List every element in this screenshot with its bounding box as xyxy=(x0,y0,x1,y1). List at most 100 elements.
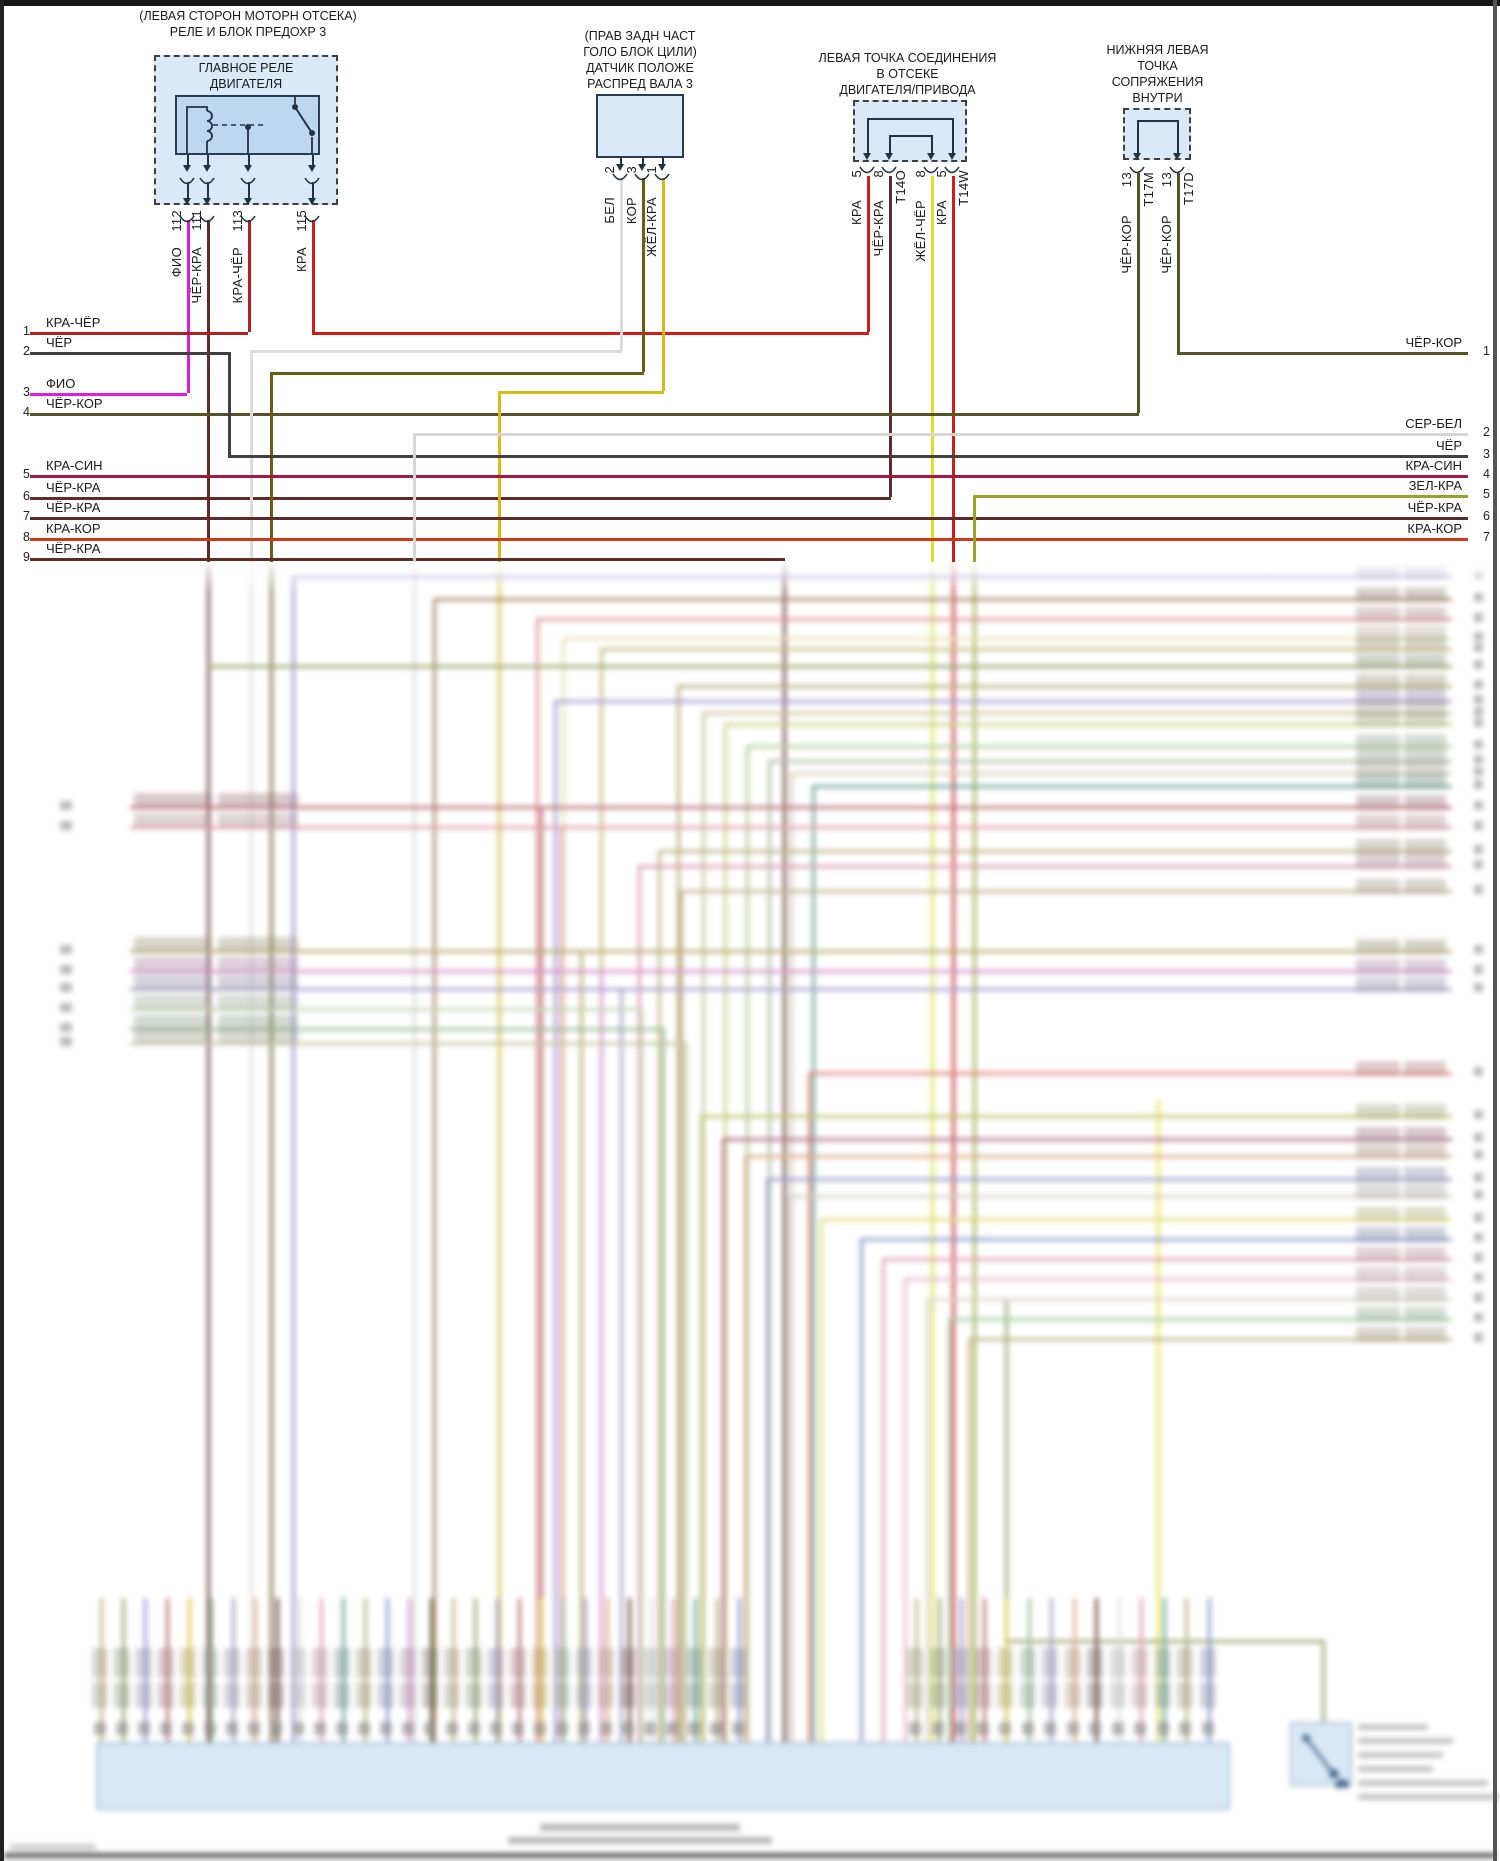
wire-label-chip xyxy=(114,1648,130,1678)
blur-wire-segment xyxy=(746,745,1452,748)
wire-label-chip xyxy=(1356,1247,1400,1262)
blur-wire-segment xyxy=(790,772,793,1742)
wire-row-label: ЧЁР-КРА xyxy=(46,480,101,495)
wire-label-chip xyxy=(158,1682,174,1708)
wire-label-chip xyxy=(1356,654,1400,669)
blur-wire-segment xyxy=(658,850,1452,853)
blur-wire-segment xyxy=(638,865,641,1742)
cam-sensor-box xyxy=(596,94,684,158)
wire-segment xyxy=(250,350,622,353)
wire-label-chip xyxy=(1020,1648,1036,1678)
pin-number-chip xyxy=(336,1722,348,1735)
blur-wire-segment xyxy=(722,1138,725,1742)
wire-segment xyxy=(30,517,1468,520)
blur-wire-segment xyxy=(207,665,1452,668)
pin-number-chip xyxy=(160,1722,172,1735)
terminal-tag-label: T14O xyxy=(893,170,908,204)
connector-cup-icon xyxy=(304,174,320,185)
wire-color-label: КРА xyxy=(934,200,949,225)
pin-number-chip xyxy=(1474,695,1483,704)
wire-label-chip xyxy=(907,1648,923,1678)
blur-wire-segment xyxy=(860,1238,1452,1241)
wire-color-label: КРА xyxy=(294,247,309,272)
wire-label-chip xyxy=(952,1682,968,1708)
wire-segment xyxy=(270,372,644,375)
wire-label-chip xyxy=(620,1648,636,1678)
arrowhead-icon xyxy=(183,165,191,172)
terminal-tag-label: T17D xyxy=(1181,172,1196,205)
pin-number-chip xyxy=(1474,780,1483,789)
connector-cup-icon xyxy=(944,163,960,174)
blur-wire-segment xyxy=(788,1195,791,1742)
wire-label-chip xyxy=(1110,1648,1126,1678)
blur-wire-segment xyxy=(766,1178,1452,1181)
pin-number-label: 8 xyxy=(871,170,886,178)
blur-wire-segment xyxy=(948,1318,951,1742)
page-border-right xyxy=(1493,0,1497,1861)
pin-number-chip xyxy=(1474,1173,1483,1182)
blur-wire-segment xyxy=(677,685,680,1742)
wire-label-chip xyxy=(532,1682,548,1708)
wire-label-chip xyxy=(218,1029,298,1044)
wire-label-chip xyxy=(218,957,298,972)
pin-number-chip xyxy=(909,1722,921,1735)
watermark-text-blur xyxy=(10,1844,96,1850)
wire-label-chip xyxy=(444,1682,460,1708)
junction-link-segment xyxy=(1137,120,1177,122)
blur-wire-segment xyxy=(812,785,815,1742)
blur-wire-segment xyxy=(952,562,955,1742)
blur-wire-segment xyxy=(820,1218,1452,1221)
pin-number-chip xyxy=(1474,845,1483,854)
wire-label-chip xyxy=(1356,1144,1400,1159)
arrowhead-icon xyxy=(863,153,871,160)
wire-segment xyxy=(30,475,1468,478)
wire-label-chip xyxy=(224,1648,240,1678)
wire-segment xyxy=(413,433,416,562)
blur-wire-segment xyxy=(1118,1598,1121,1742)
pin-number-chip xyxy=(1112,1722,1124,1735)
pin-number-chip xyxy=(1474,1150,1483,1159)
connector-cup-icon xyxy=(199,212,215,223)
wire-segment xyxy=(931,176,934,562)
connector-cup-icon xyxy=(179,174,195,185)
pin-number-chip xyxy=(1474,660,1483,669)
pin-number-chip xyxy=(1474,965,1483,974)
pin-number-chip xyxy=(1474,740,1483,749)
pin-number-chip xyxy=(1474,613,1483,622)
blur-wire-segment xyxy=(600,970,603,1742)
wire-label-chip xyxy=(930,1648,946,1678)
wire-color-label: КРА-ЧЁР xyxy=(230,247,245,304)
wire-label-chip xyxy=(1356,1061,1400,1076)
junction-link-segment xyxy=(1177,120,1179,154)
junction-link-segment xyxy=(1137,120,1139,154)
blur-wire-segment xyxy=(812,785,1452,788)
pin-number-label: 113 xyxy=(230,210,245,232)
pin-number-chip xyxy=(60,1037,72,1046)
wire-label-chip xyxy=(1404,1104,1446,1119)
wire-label-chip xyxy=(1404,1327,1446,1342)
wire-label-chip xyxy=(1404,854,1446,869)
wire-label-chip xyxy=(1065,1682,1081,1708)
pin-number-chip xyxy=(1089,1722,1101,1735)
pin-number-chip xyxy=(1474,885,1483,894)
pin-number-chip xyxy=(644,1722,656,1735)
arrowhead-icon xyxy=(203,198,211,205)
blur-wire-segment xyxy=(744,1155,747,1742)
wire-label-chip xyxy=(224,1682,240,1708)
pin-number-chip xyxy=(60,965,72,974)
row-number: 2 xyxy=(1483,425,1490,439)
wire-row-label: КРА-КОР xyxy=(1407,521,1462,536)
page-border-top xyxy=(0,0,1500,6)
row-number: 4 xyxy=(23,405,30,419)
wire-label-chip xyxy=(312,1682,328,1708)
pin-number-chip xyxy=(1474,1233,1483,1242)
wire-segment xyxy=(867,176,870,332)
wire-label-chip xyxy=(1042,1648,1058,1678)
wire-label-chip xyxy=(1356,1207,1400,1222)
wire-label-chip xyxy=(730,1682,746,1708)
wire-label-chip xyxy=(180,1648,196,1678)
connector-cup-icon xyxy=(612,170,628,181)
unit-text-blur xyxy=(1358,1766,1433,1772)
blur-wire-segment xyxy=(640,1008,643,1742)
row-number: 4 xyxy=(1483,467,1490,481)
